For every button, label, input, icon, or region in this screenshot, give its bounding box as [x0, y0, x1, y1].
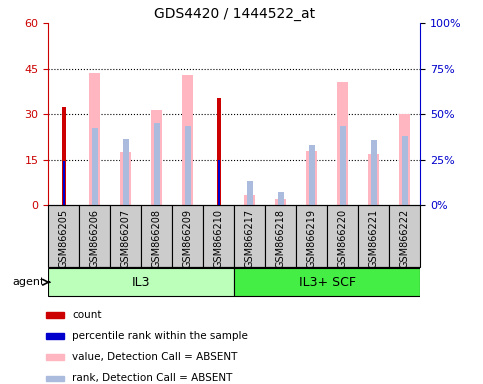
Bar	[89, 73, 100, 205]
Text: IL3+ SCF: IL3+ SCF	[298, 276, 356, 289]
Bar	[244, 195, 255, 205]
Bar	[369, 154, 379, 205]
Bar	[151, 110, 162, 205]
Text: GSM866208: GSM866208	[152, 209, 162, 268]
Text: GSM866205: GSM866205	[59, 209, 69, 268]
Bar	[48, 205, 79, 267]
Text: GSM866217: GSM866217	[245, 209, 255, 268]
Text: GSM866220: GSM866220	[338, 209, 348, 268]
Bar	[62, 107, 66, 205]
Bar	[123, 139, 128, 205]
Bar	[306, 151, 317, 205]
Text: GSM866209: GSM866209	[183, 209, 193, 268]
Bar	[79, 205, 110, 267]
Text: percentile rank within the sample: percentile rank within the sample	[72, 331, 248, 341]
Text: GSM866206: GSM866206	[90, 209, 100, 268]
Bar	[265, 205, 296, 267]
Bar	[399, 114, 410, 205]
Bar	[275, 199, 286, 205]
Title: GDS4420 / 1444522_at: GDS4420 / 1444522_at	[154, 7, 315, 21]
Bar	[185, 126, 191, 205]
Bar	[110, 205, 142, 267]
Bar	[183, 75, 193, 205]
Text: IL3: IL3	[132, 276, 151, 289]
Text: GSM866222: GSM866222	[400, 209, 410, 268]
Bar	[46, 354, 64, 360]
Text: agent: agent	[12, 277, 44, 287]
Bar	[218, 161, 220, 205]
Text: value, Detection Call = ABSENT: value, Detection Call = ABSENT	[72, 352, 238, 362]
Text: GSM866210: GSM866210	[214, 209, 224, 268]
Text: GSM866221: GSM866221	[369, 209, 379, 268]
Bar	[154, 123, 159, 205]
Bar	[327, 205, 358, 267]
Bar	[46, 376, 64, 381]
Bar	[340, 126, 345, 205]
Bar	[278, 192, 284, 205]
Text: GSM866219: GSM866219	[307, 209, 317, 268]
Bar	[203, 205, 234, 267]
FancyBboxPatch shape	[48, 268, 234, 296]
Text: rank, Detection Call = ABSENT: rank, Detection Call = ABSENT	[72, 373, 233, 383]
Bar	[309, 145, 314, 205]
Bar	[63, 161, 65, 205]
Text: count: count	[72, 310, 102, 320]
Bar	[120, 152, 131, 205]
Bar	[358, 205, 389, 267]
Bar	[172, 205, 203, 267]
Bar	[46, 333, 64, 339]
Bar	[337, 82, 348, 205]
Bar	[371, 140, 377, 205]
Text: GSM866218: GSM866218	[276, 209, 286, 268]
Bar	[296, 205, 327, 267]
Bar	[141, 205, 172, 267]
Bar	[92, 128, 98, 205]
Bar	[234, 205, 265, 267]
Text: GSM866207: GSM866207	[121, 209, 131, 268]
Bar	[389, 205, 420, 267]
Bar	[46, 312, 64, 318]
FancyBboxPatch shape	[234, 268, 420, 296]
Bar	[402, 136, 408, 205]
Bar	[217, 98, 221, 205]
Bar	[247, 181, 253, 205]
